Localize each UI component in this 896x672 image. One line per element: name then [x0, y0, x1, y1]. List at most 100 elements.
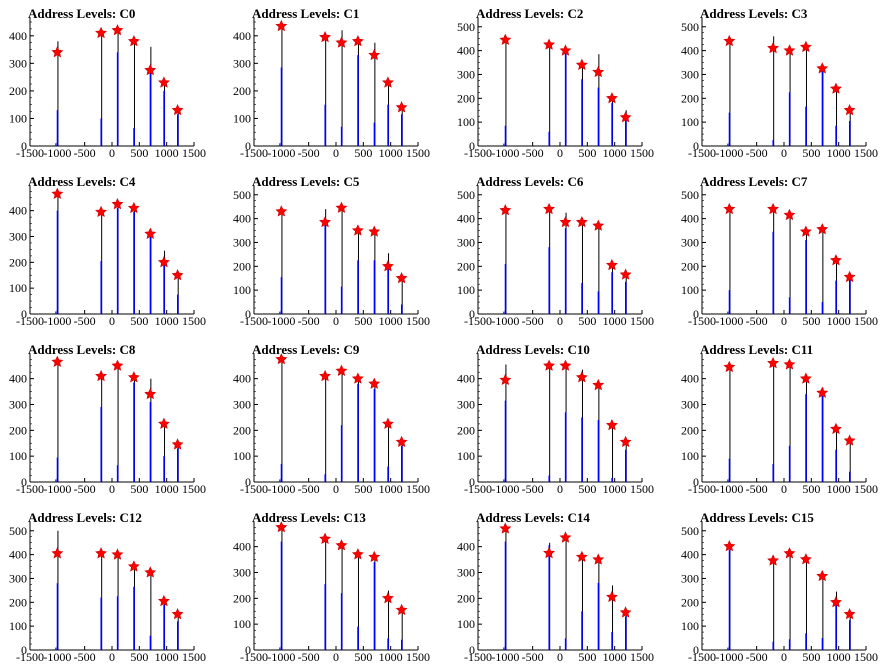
x-tick-label: 1500 [630, 482, 654, 496]
y-tick-label: 400 [681, 44, 699, 58]
bar [324, 474, 327, 482]
star-marker [592, 65, 605, 78]
star-marker [843, 607, 856, 620]
y-tick-label: 500 [681, 188, 699, 202]
chart-plot: 0 100 200 300 400 -1500 -1000 -500 0 500 1000 1500 [9, 18, 206, 160]
bar [357, 626, 359, 650]
x-tick-label: 0 [333, 314, 339, 328]
chart-panel: Address Levels: C4 0 100 200 300 400 -1500 -100… [0, 168, 224, 336]
star-marker [816, 62, 829, 74]
chart-panel: Address Levels: C7 0 100 200 300 400 500 -1500-… [672, 168, 896, 336]
bar [772, 641, 775, 650]
x-tick-label: 1500 [182, 146, 206, 160]
x-tick-label: 1500 [406, 650, 430, 664]
bar [340, 425, 343, 482]
x-tick-label: -500 [298, 650, 320, 664]
y-tick-label: 500 [457, 188, 475, 202]
y-tick-label: 400 [457, 212, 475, 226]
star-marker [111, 197, 124, 210]
star-marker [111, 359, 124, 371]
chart-panel: Address Levels: C15 0 100 200 300 400 500 -1500… [672, 504, 896, 672]
bar [772, 231, 775, 314]
y-tick-label: 200 [9, 595, 27, 609]
x-tick-label: -1000 [491, 146, 519, 160]
chart-panel: Address Levels: C14 0 100 200 300 400 -1500 -10… [448, 504, 672, 672]
x-tick-label: 1000 [155, 482, 179, 496]
bar [116, 596, 119, 650]
chart-panel: Address Levels: C12 0 100 200 300 400 500 -1500… [0, 504, 224, 672]
bar [357, 383, 359, 482]
chart-panel: Address Levels: C0 0 100 200 300 400 -1500 -100… [0, 0, 224, 168]
bar [373, 389, 376, 482]
x-tick-label: -500 [74, 482, 96, 496]
bar [581, 283, 583, 314]
y-tick-label: 200 [681, 259, 699, 273]
y-tick-label: 100 [9, 449, 27, 463]
y-tick-label: 0 [693, 475, 699, 489]
bar [149, 236, 152, 314]
bar [163, 604, 165, 650]
y-tick-label: 0 [693, 643, 699, 657]
star-marker [843, 270, 856, 283]
y-tick-label: 100 [9, 619, 27, 633]
star-marker [543, 38, 556, 50]
x-tick-label: -500 [298, 482, 320, 496]
star-marker [51, 355, 64, 367]
star-marker [368, 48, 381, 61]
y-tick-label: 500 [233, 188, 251, 202]
x-tick-label: -1000 [43, 482, 71, 496]
star-marker [157, 594, 170, 607]
bar [100, 407, 103, 482]
chart-panel: Address Levels: C13 0 100 200 300 400 -1500 -10… [224, 504, 448, 672]
y-tick-label: 200 [233, 84, 251, 98]
bar [401, 639, 403, 650]
x-tick-label: -1500 [16, 650, 44, 664]
bar [116, 52, 119, 146]
bar [163, 264, 165, 314]
star-marker [319, 369, 332, 382]
chart-title: Address Levels: C11 [700, 342, 814, 357]
y-tick-label: 300 [681, 571, 699, 585]
star-marker [171, 438, 184, 450]
star-marker [381, 76, 394, 88]
x-tick-label: 0 [333, 146, 339, 160]
x-tick-label: 1000 [603, 650, 627, 664]
y-tick-label: 100 [457, 283, 475, 297]
star-marker [619, 435, 632, 447]
star-marker [335, 539, 348, 551]
x-tick-label: 500 [130, 146, 148, 160]
bar [133, 211, 135, 314]
bar [821, 302, 824, 314]
star-marker [351, 548, 364, 560]
star-marker [783, 44, 796, 56]
x-tick-label: 1000 [827, 146, 851, 160]
bar [149, 635, 152, 650]
star-marker [157, 417, 170, 429]
bar [149, 68, 152, 146]
star-marker [829, 254, 842, 266]
bar [280, 463, 283, 482]
y-tick-label: 0 [469, 643, 475, 657]
star-marker [723, 540, 736, 552]
x-tick-label: 0 [781, 482, 787, 496]
star-marker [157, 256, 170, 268]
bar [373, 122, 376, 146]
star-marker [559, 215, 572, 228]
x-tick-label: 0 [109, 314, 115, 328]
x-tick-label: 1500 [630, 146, 654, 160]
x-tick-label: 500 [130, 314, 148, 328]
x-tick-label: 1000 [155, 146, 179, 160]
chart-plot: 0 100 200 300 400 500 -1500 -1000 -500 0 500 1000 15… [681, 18, 878, 160]
x-tick-label: -500 [298, 146, 320, 160]
bar [849, 279, 851, 314]
x-tick-label: 1000 [379, 482, 403, 496]
bar [564, 228, 567, 314]
x-tick-label: -500 [522, 650, 544, 664]
bar [597, 420, 600, 482]
bar [340, 593, 343, 650]
star-marker [171, 607, 184, 620]
chart-plot: 0 100 200 300 400 -1500 -1000 -500 0 500 1000 1500 [457, 354, 654, 496]
chart-plot: 0 100 200 300 400 -1500 -1000 -500 0 500 1000 1500 [233, 18, 430, 160]
star-marker [829, 82, 842, 94]
star-marker [767, 202, 780, 215]
